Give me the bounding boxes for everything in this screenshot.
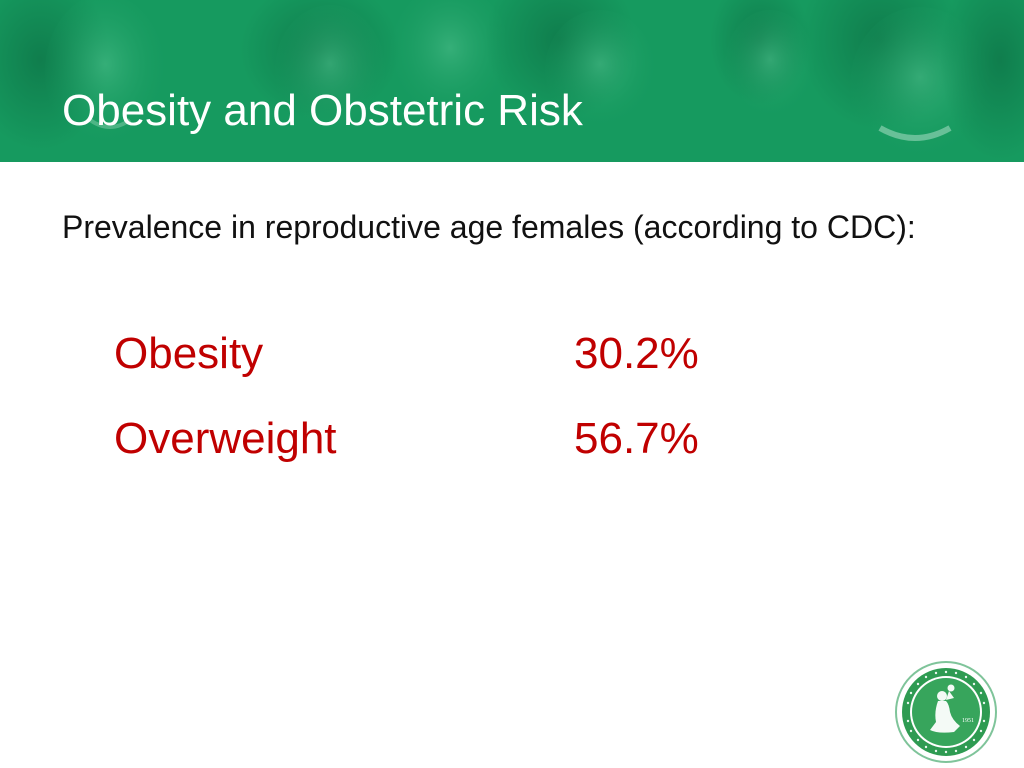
society-seal-icon: 1951 bbox=[895, 661, 997, 763]
stat-label: Overweight bbox=[114, 414, 337, 463]
slide-title: Obesity and Obstetric Risk bbox=[62, 86, 583, 135]
intro-text: Prevalence in reproductive age females (… bbox=[62, 209, 916, 245]
stat-label: Obesity bbox=[114, 329, 264, 378]
stat-value: 30.2% bbox=[574, 329, 699, 378]
stat-row-overweight: Overweight 56.7% bbox=[114, 411, 814, 467]
seal-year: 1951 bbox=[962, 718, 974, 724]
stat-value: 56.7% bbox=[574, 414, 699, 463]
header-photo-faces bbox=[0, 0, 1024, 162]
stat-row-obesity: Obesity 30.2% bbox=[114, 326, 814, 382]
header-banner: Obesity and Obstetric Risk bbox=[0, 0, 1024, 162]
